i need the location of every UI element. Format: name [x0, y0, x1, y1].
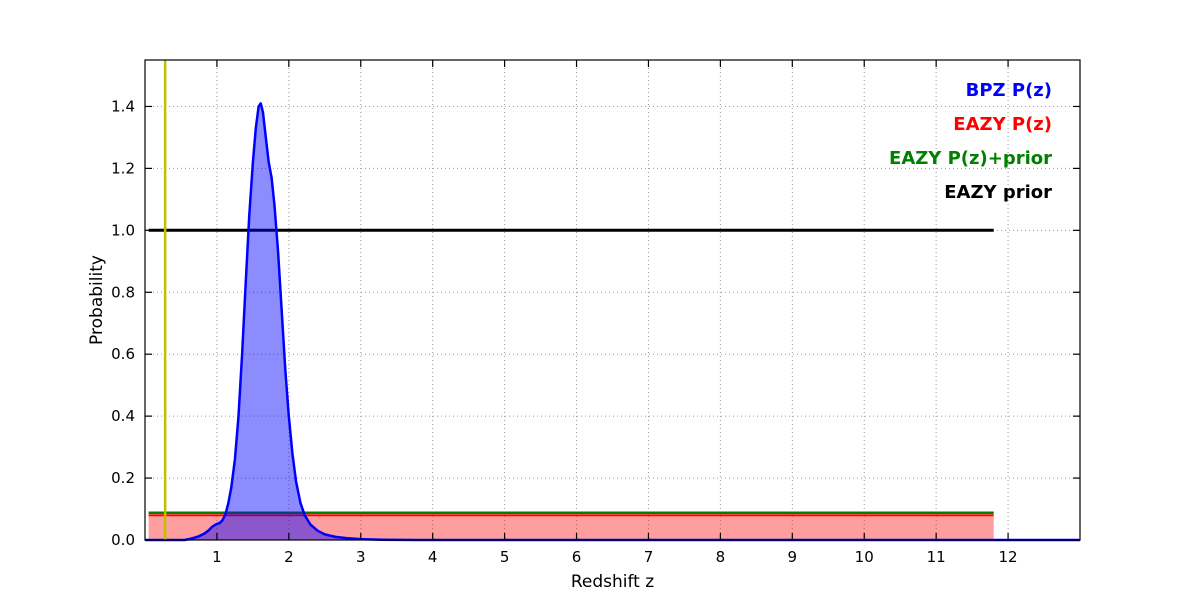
- x-tick-label: 9: [788, 548, 798, 566]
- x-tick-label: 8: [716, 548, 726, 566]
- legend-item-eazy-p-z-prior: EAZY P(z)+prior: [889, 148, 1052, 169]
- y-tick-label: 0.2: [111, 469, 135, 487]
- y-tick-label: 0.6: [111, 345, 135, 363]
- x-tick-label: 3: [356, 548, 366, 566]
- y-tick-label: 0.4: [111, 407, 135, 425]
- legend-item-bpz-p-z-: BPZ P(z): [966, 80, 1052, 101]
- x-tick-label: 5: [500, 548, 510, 566]
- x-axis-label: Redshift z: [571, 572, 654, 592]
- x-tick-label: 11: [927, 548, 946, 566]
- y-axis-label: Probability: [87, 255, 107, 345]
- y-tick-label: 1.4: [111, 97, 135, 115]
- x-tick-label: 1: [212, 548, 222, 566]
- legend-item-eazy-prior: EAZY prior: [944, 182, 1052, 203]
- x-tick-label: 10: [855, 548, 874, 566]
- x-tick-label: 2: [284, 548, 294, 566]
- legend-item-eazy-p-z-: EAZY P(z): [953, 114, 1052, 135]
- y-tick-label: 0.8: [111, 283, 135, 301]
- series-fill-bpz-p-z-: [145, 103, 1080, 541]
- plot-border: [144, 59, 1081, 541]
- series-line-bpz-p-z-: [145, 102, 1080, 542]
- y-tick-label: 0.0: [111, 531, 135, 549]
- x-tick-label: 6: [572, 548, 582, 566]
- series-fill-eazy-p-z-: [148, 515, 994, 540]
- y-tick-label: 1.2: [111, 159, 135, 177]
- x-tick-label: 12: [999, 548, 1018, 566]
- x-tick-label: 4: [428, 548, 438, 566]
- y-tick-label: 1.0: [111, 221, 135, 239]
- x-tick-label: 7: [644, 548, 654, 566]
